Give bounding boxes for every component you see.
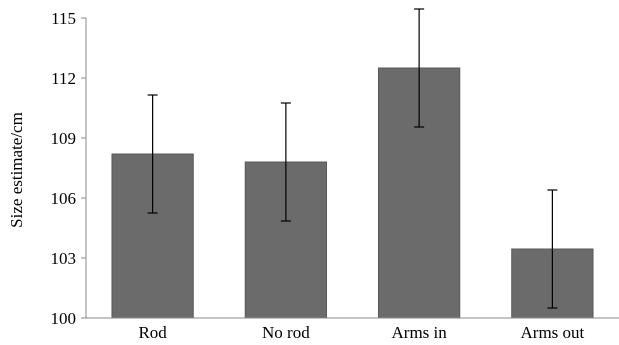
x-tick-label: Arms out [521, 323, 585, 342]
axes-layer [85, 18, 619, 319]
x-tick-label: No rod [262, 323, 310, 342]
error-bar-rod [147, 94, 158, 214]
y-tick-label: 103 [51, 249, 77, 268]
y-tick-label: 106 [51, 189, 77, 208]
y-axis-title: Size estimate/cm [7, 112, 26, 228]
y-ticks-layer: 100 103 106 109 112 115 [51, 9, 86, 328]
x-tick-label: Arms in [392, 323, 448, 342]
y-tick-label: 100 [51, 309, 77, 328]
y-axis-title-group: Size estimate/cm [7, 112, 26, 228]
bars-layer [111, 67, 594, 319]
x-tick-label: Rod [138, 323, 167, 342]
error-bar-arms-in [414, 8, 425, 128]
y-tick-label: 115 [51, 9, 76, 28]
error-bars-layer [147, 8, 558, 309]
y-tick-label: 109 [51, 129, 77, 148]
x-ticks-layer: Rod No rod Arms in Arms out [138, 323, 584, 342]
error-bar-no-rod [280, 102, 291, 222]
y-tick-label: 112 [51, 69, 76, 88]
error-bar-arms-out [547, 189, 558, 309]
